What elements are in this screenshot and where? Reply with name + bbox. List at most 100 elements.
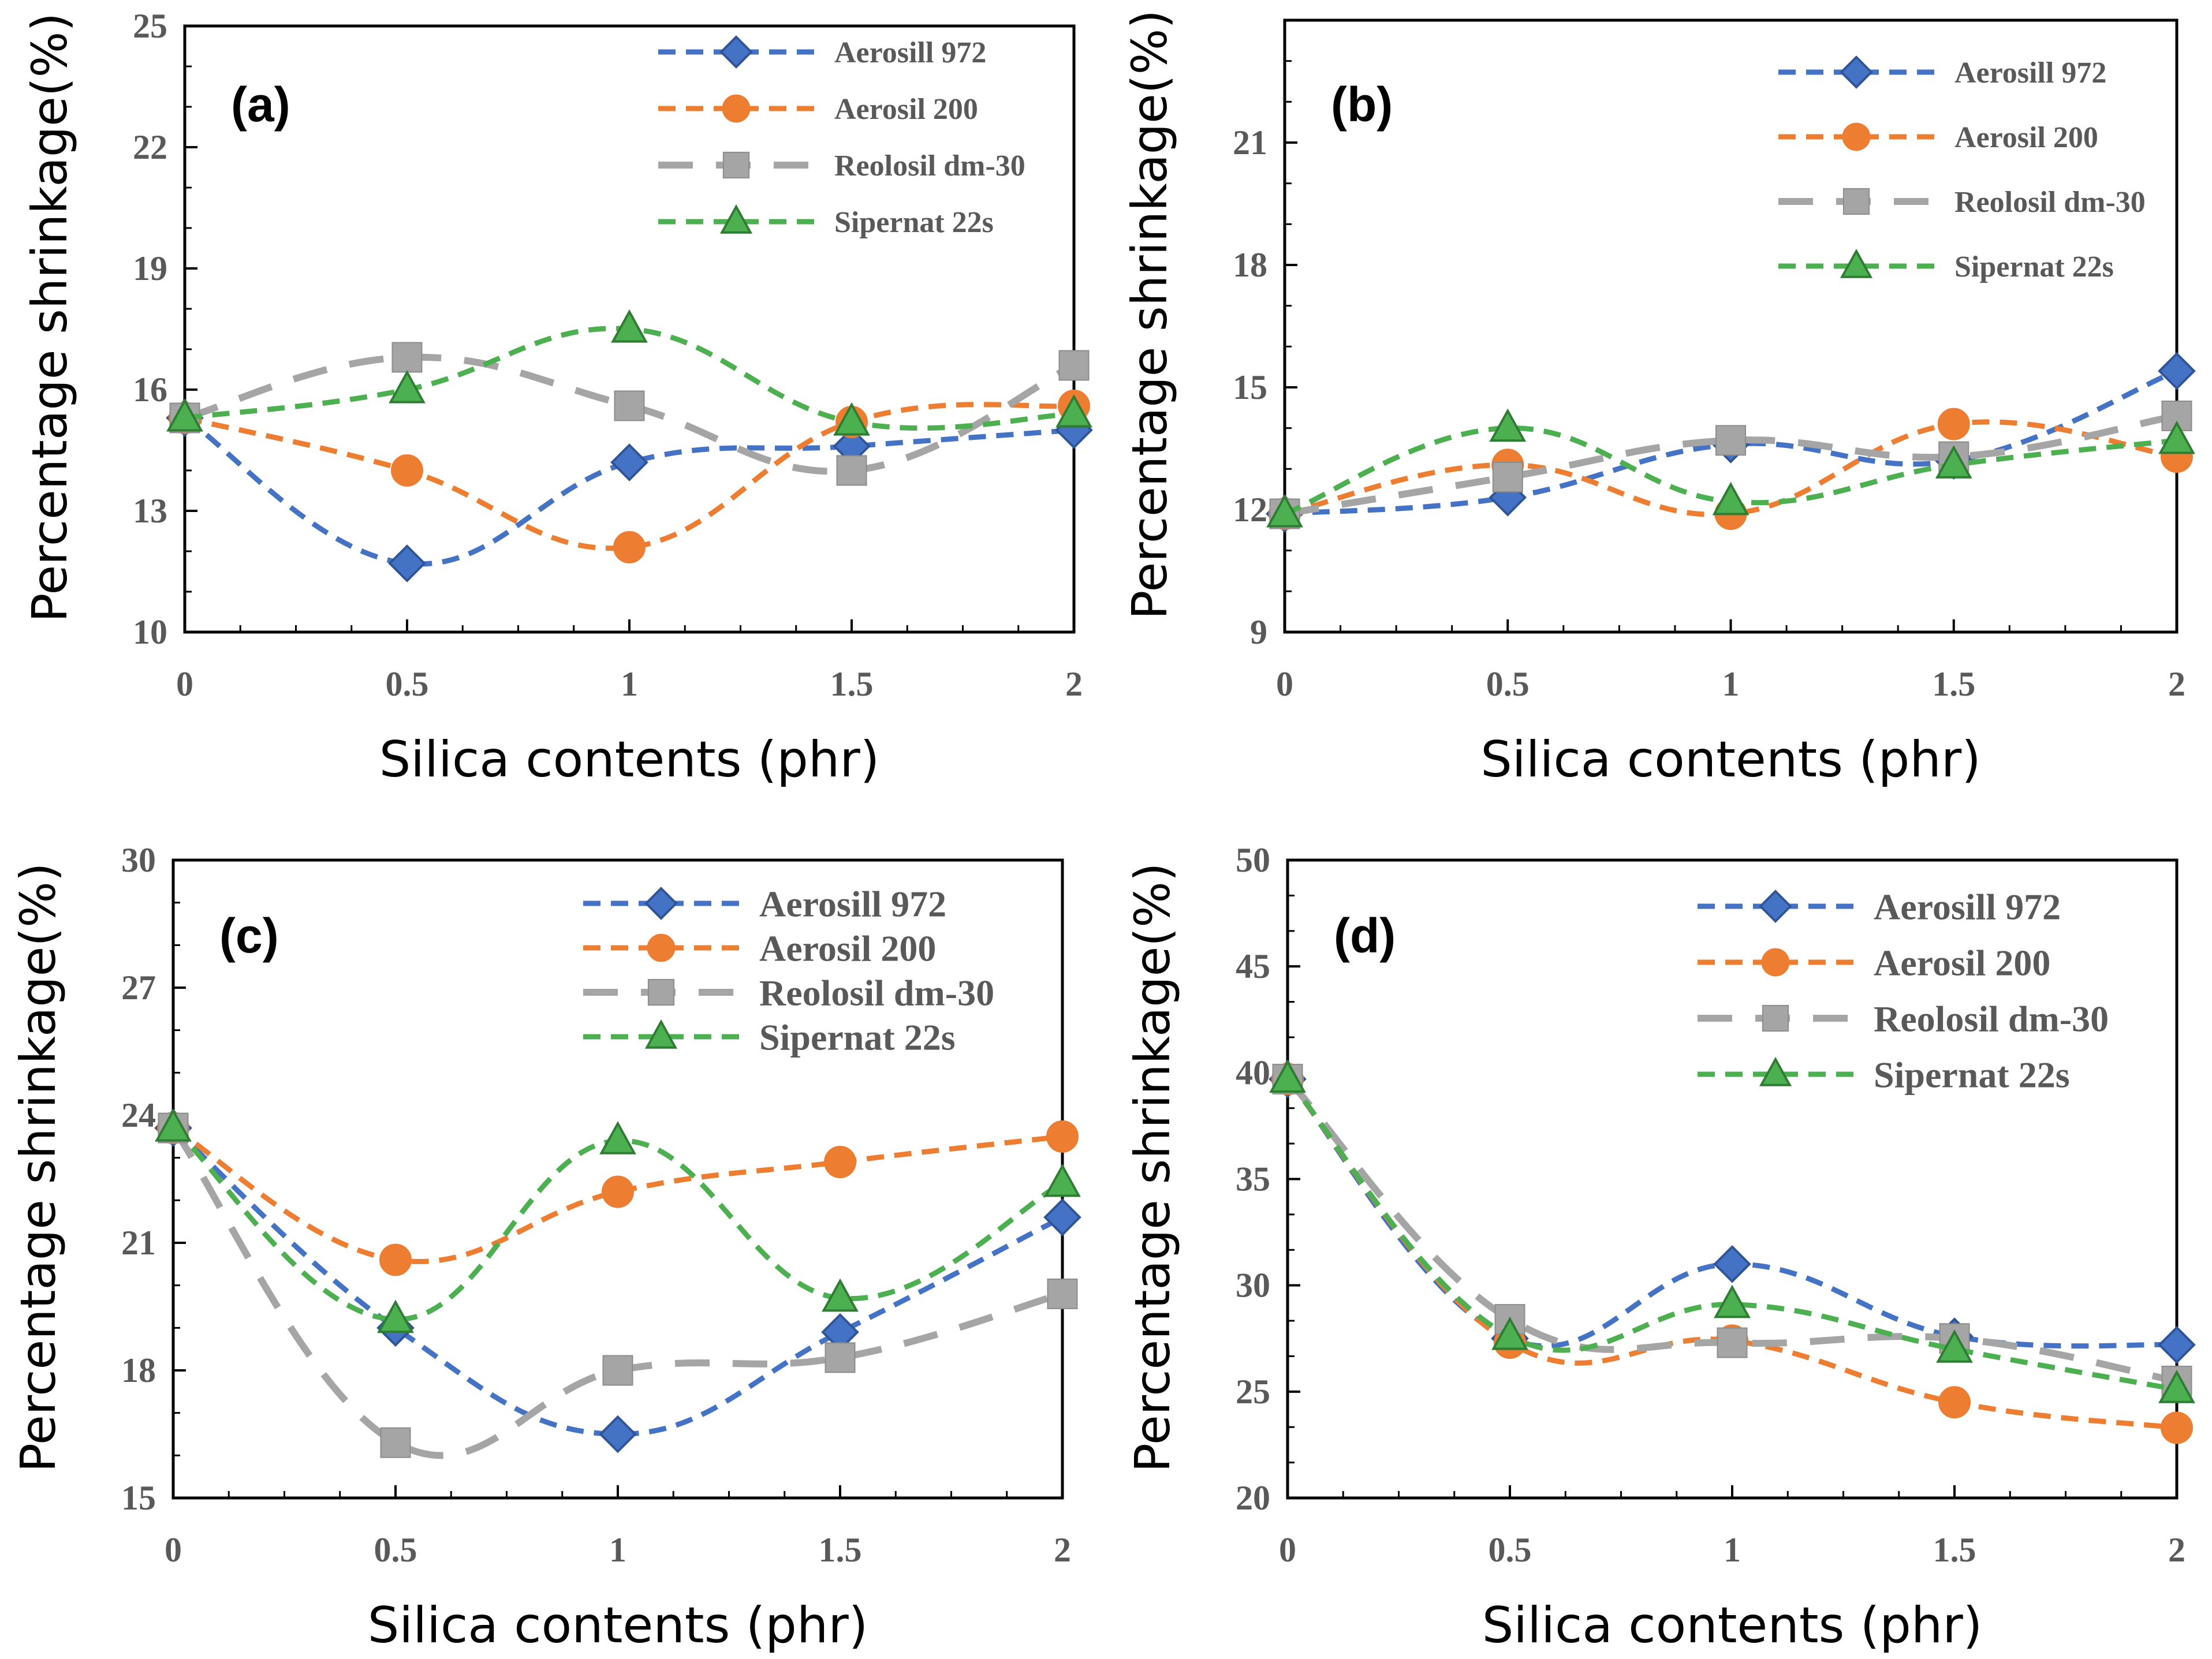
y-tick-label: 30 — [1236, 1266, 1270, 1305]
legend-diamond-marker — [719, 35, 753, 69]
y-tick-label: 15 — [121, 1479, 156, 1517]
circle-data-point — [2161, 1411, 2193, 1444]
series-sipernat-22s — [1269, 1059, 2195, 1403]
panel-label: (c) — [219, 909, 279, 963]
y-tick-label: 18 — [1233, 246, 1267, 284]
triangle-data-point — [1044, 1163, 1081, 1197]
square-data-point — [1492, 461, 1523, 492]
x-tick-label: 2 — [2168, 665, 2185, 703]
triangle-data-point — [1489, 408, 1527, 442]
legend-label: Sipernat 22s — [1954, 251, 2114, 283]
legend-label: Aerosil 200 — [1874, 942, 2050, 983]
x-tick-label: 1.5 — [1932, 665, 1975, 703]
x-axis-title: Silica contents (phr) — [1480, 731, 1981, 789]
triangle-data-point — [1712, 481, 1750, 515]
legend: Aerosill 972 Aerosil 200 Reolosil dm-30 Sip… — [1698, 886, 2109, 1095]
x-tick-label: 0 — [176, 665, 193, 703]
square-data-point — [1047, 1278, 1078, 1309]
legend-label: Reolosil dm-30 — [834, 150, 1025, 182]
square-data-point — [614, 390, 645, 421]
y-tick-label: 21 — [121, 1224, 156, 1262]
circle-data-point — [824, 1146, 856, 1179]
series-line — [171, 1126, 1064, 1437]
y-tick-label: 25 — [133, 7, 167, 45]
y-tick-label: 50 — [1236, 841, 1270, 879]
panel-label: (d) — [1334, 909, 1396, 963]
y-tick-label: 19 — [133, 249, 167, 287]
diamond-data-point — [2158, 352, 2196, 390]
legend-square-marker — [722, 151, 750, 179]
series-line — [184, 402, 1075, 551]
x-tick-label: 1 — [1724, 1531, 1741, 1569]
square-data-point — [391, 342, 423, 373]
circle-data-point — [602, 1175, 634, 1208]
series-reolosil-dm-30 — [158, 1112, 1078, 1459]
x-tick-label: 1 — [621, 665, 638, 703]
square-data-point — [602, 1355, 633, 1386]
series-line — [170, 1126, 1064, 1459]
legend: Aerosill 972 Aerosil 200 Reolosil dm-30 Sip… — [1778, 55, 2146, 283]
x-tick-label: 2 — [1065, 665, 1083, 703]
x-tick-label: 1.5 — [1933, 1531, 1976, 1569]
y-tick-label: 40 — [1236, 1053, 1270, 1092]
triangle-data-point — [166, 398, 203, 432]
legend-triangle-marker — [644, 1019, 678, 1049]
y-tick-label: 15 — [1233, 368, 1267, 406]
legend-label: Reolosil dm-30 — [1874, 998, 2109, 1039]
legend: Aerosill 972 Aerosil 200 Reolosil dm-30 Sip… — [658, 35, 1025, 239]
series-line — [183, 416, 1075, 567]
square-data-point — [836, 455, 867, 486]
y-tick-label: 20 — [1236, 1479, 1270, 1517]
square-data-point — [1717, 1327, 1748, 1358]
circle-data-point — [1046, 1120, 1079, 1153]
y-tick-label: 21 — [1233, 124, 1267, 162]
x-tick-label: 0 — [1276, 665, 1293, 703]
y-tick-label: 25 — [1236, 1373, 1270, 1411]
legend-diamond-marker — [1759, 890, 1792, 923]
legend-square-marker — [1762, 1004, 1789, 1032]
y-axis-title: Percentage shrinkage(%) — [1124, 862, 1181, 1472]
legend-circle-marker — [722, 94, 751, 123]
chart-panel-2: 15 18 21 24 27 30 0 0.5 1 1.5 2 Silica contents (ph… — [10, 841, 1081, 1654]
y-tick-label: 45 — [1236, 947, 1270, 985]
legend-circle-marker — [647, 933, 676, 962]
circle-data-point — [1937, 408, 1970, 440]
plot-frame — [1283, 18, 2179, 634]
x-tick-label: 1 — [609, 1531, 626, 1569]
x-tick-label: 1.5 — [830, 665, 874, 703]
x-tick-label: 1 — [1722, 665, 1740, 703]
y-tick-label: 13 — [133, 492, 167, 530]
y-tick-label: 24 — [121, 1096, 156, 1134]
x-axis-title: Silica contents (phr) — [368, 1597, 868, 1654]
legend-label: Sipernat 22s — [834, 206, 994, 239]
diamond-data-point — [1713, 1245, 1751, 1283]
triangle-data-point — [1266, 494, 1303, 528]
y-axis-title: Percentage shrinkage(%) — [10, 862, 66, 1472]
series-sipernat-22s — [155, 1108, 1081, 1333]
triangle-data-point — [2158, 420, 2195, 454]
x-tick-label: 2 — [1054, 1531, 1071, 1569]
triangle-data-point — [155, 1108, 192, 1142]
legend-label: Aerosill 972 — [1874, 886, 2061, 927]
chart-panel-3: 20 25 30 35 40 45 50 0 0.5 1 1.5 2 Silica contents (… — [1124, 841, 2196, 1654]
circle-data-point — [1938, 1386, 1971, 1419]
legend-label: Aerosil 200 — [834, 93, 978, 126]
x-tick-label: 0.5 — [386, 665, 429, 703]
square-data-point — [1058, 350, 1090, 381]
panel-label: (b) — [1331, 77, 1393, 132]
series-aerosill-972 — [154, 1109, 1081, 1454]
legend-square-marker — [1842, 188, 1870, 215]
triangle-data-point — [833, 402, 870, 436]
legend-diamond-marker — [1840, 55, 1873, 89]
series-line — [184, 353, 1076, 475]
x-tick-label: 0.5 — [1486, 665, 1530, 703]
legend-circle-marker — [1761, 948, 1790, 977]
triangle-data-point — [599, 1121, 636, 1154]
triangle-data-point — [1714, 1284, 1751, 1318]
triangle-data-point — [2158, 1370, 2195, 1403]
square-data-point — [825, 1342, 856, 1373]
x-tick-label: 1.5 — [819, 1531, 862, 1569]
triangle-data-point — [389, 369, 426, 403]
chart-panel-1: 9 12 15 18 21 0 0.5 1 1.5 2 Silica contents (phr) P… — [1121, 10, 2196, 789]
